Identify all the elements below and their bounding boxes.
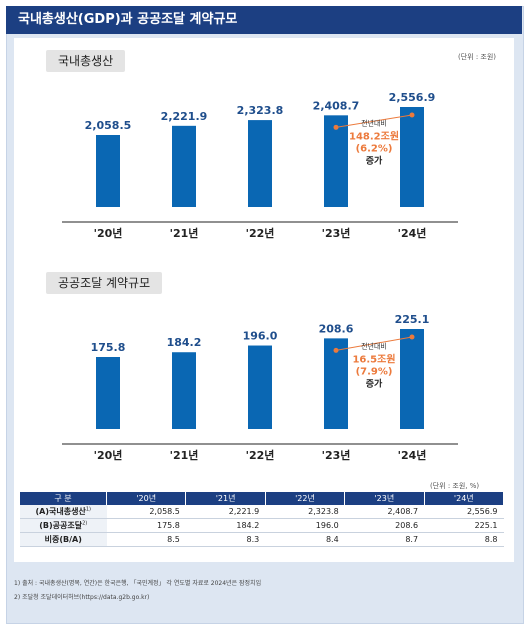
gdp-bar-2 [248,120,272,207]
table-cell: 208.6 [344,518,425,533]
unit-label-table: (단위 : 조원, %) [430,482,480,490]
proc-tick-label-4: '24년 [398,448,427,462]
proc-bar-3 [324,338,348,429]
proc-bar-1 [172,352,196,429]
proc-value-label-3: 208.6 [319,322,354,335]
table-row: (A)국내총생산1) 2,058.5 2,221.9 2,323.8 2,408.7 2,… [20,505,504,519]
table-row-header: (A)국내총생산1) [20,505,107,519]
table-cell: 175.8 [106,518,186,533]
gdp-tick-label-0: '20년 [94,226,123,240]
proc-annotation-line1: 전년대비 [361,341,387,350]
chart2-title: 공공조달 계약규모 [46,272,163,294]
table-cell: 8.7 [344,532,425,547]
gdp-value-label-0: 2,058.5 [85,119,132,132]
table-cell: 2,556.9 [424,505,504,519]
proc-annotation-percent: (7.9%) [356,366,393,377]
gdp-bar-0 [96,135,120,207]
gdp-bar-4 [400,107,424,207]
footnote-1: 1) 출처 : 국내총생산(명목, 연간)은 한국은행, 「국민계정」 각 연도… [14,580,262,587]
proc-tick-label-1: '21년 [170,448,199,462]
gdp-tick-label-3: '23년 [322,226,351,240]
table-cell: 2,058.5 [106,505,186,519]
proc-value-label-2: 196.0 [243,330,278,343]
proc-annotation-increase: 증가 [366,377,383,389]
table-cell: 184.2 [185,518,266,533]
row-label: 비중(B/A) [44,535,82,544]
gdp-chart: 2,058.5 '20년 2,221.9 '21년 2,323.8 '22년 2,408.7… [62,91,458,240]
gdp-value-label-2: 2,323.8 [237,104,284,117]
chart1-title: 국내총생산 [46,50,126,72]
gdp-bar-3 [324,115,348,207]
table-header-cell: '24년 [424,492,505,505]
gdp-annotation-percent: (6.2%) [356,143,393,154]
gdp-value-label-1: 2,221.9 [161,110,208,123]
gdp-change-dot-start [333,124,339,130]
row-label: (A)국내총생산 [35,507,86,516]
proc-change-dot-start [333,347,339,353]
row-footnote-ref: 1) [85,506,91,513]
gdp-value-label-4: 2,556.9 [389,91,436,104]
gdp-change-line [335,114,413,128]
unit-label-top: (단위 : 조원) [458,53,497,61]
table-cell: 225.1 [424,518,504,533]
proc-annotation-amount: 16.5조원 [352,352,395,365]
table-row-header: 비중(B/A) [20,532,107,547]
data-table: 구 분 '20년 '21년 '22년 '23년 '24년 (A)국내총생산1) 2,058.… [20,492,505,547]
proc-bar-2 [248,345,272,429]
table-cell: 196.0 [265,518,345,533]
table-header-cell: '21년 [185,492,266,505]
table-cell: 8.5 [106,532,186,547]
proc-value-label-0: 175.8 [91,341,126,354]
proc-change-line [335,336,413,351]
table-cell: 8.8 [424,532,504,547]
procurement-chart: 175.8 '20년 184.2 '21년 196.0 '22년 208.6 '23년 225.… [62,313,458,462]
gdp-tick-label-4: '24년 [398,226,427,240]
gdp-annotation-amount: 148.2조원 [349,129,399,142]
row-footnote-ref: 2) [82,520,88,527]
proc-value-label-4: 225.1 [395,313,430,326]
row-label: (B)공공조달 [39,521,83,530]
gdp-annotation-line1: 전년대비 [361,118,387,127]
proc-value-label-1: 184.2 [167,336,202,349]
proc-bar-0 [96,357,120,429]
table-row: 비중(B/A) 8.5 8.3 8.4 8.7 8.8 [20,532,504,547]
table-header-cell: '23년 [344,492,425,505]
gdp-tick-label-2: '22년 [246,226,275,240]
proc-tick-label-0: '20년 [94,448,123,462]
proc-tick-label-2: '22년 [246,448,275,462]
gdp-change-dot-end [409,112,415,118]
table-row: (B)공공조달2) 175.8 184.2 196.0 208.6 225.1 [20,518,504,533]
table-cell: 8.3 [185,532,266,547]
figure-title: 국내총생산(GDP)과 공공조달 계약규모 [6,6,522,34]
table-cell: 2,221.9 [185,505,266,519]
table-header-cell: '22년 [265,492,346,505]
gdp-annotation-increase: 증가 [366,154,383,166]
proc-bar-4 [400,329,424,429]
table-header-cell: '20년 [106,492,187,505]
table-cell: 2,323.8 [265,505,345,519]
gdp-value-label-3: 2,408.7 [313,99,360,112]
proc-change-dot-end [409,334,415,340]
footnote-2: 2) 조달청 조달데이터허브(https://data.g2b.go.kr) [14,594,150,601]
table-row-header: (B)공공조달2) [20,518,107,533]
gdp-bar-1 [172,125,196,207]
proc-tick-label-3: '23년 [322,448,351,462]
table-header-cell: 구 분 [20,492,107,505]
gdp-tick-label-1: '21년 [170,226,199,240]
table-cell: 8.4 [265,532,345,547]
table-cell: 2,408.7 [344,505,425,519]
